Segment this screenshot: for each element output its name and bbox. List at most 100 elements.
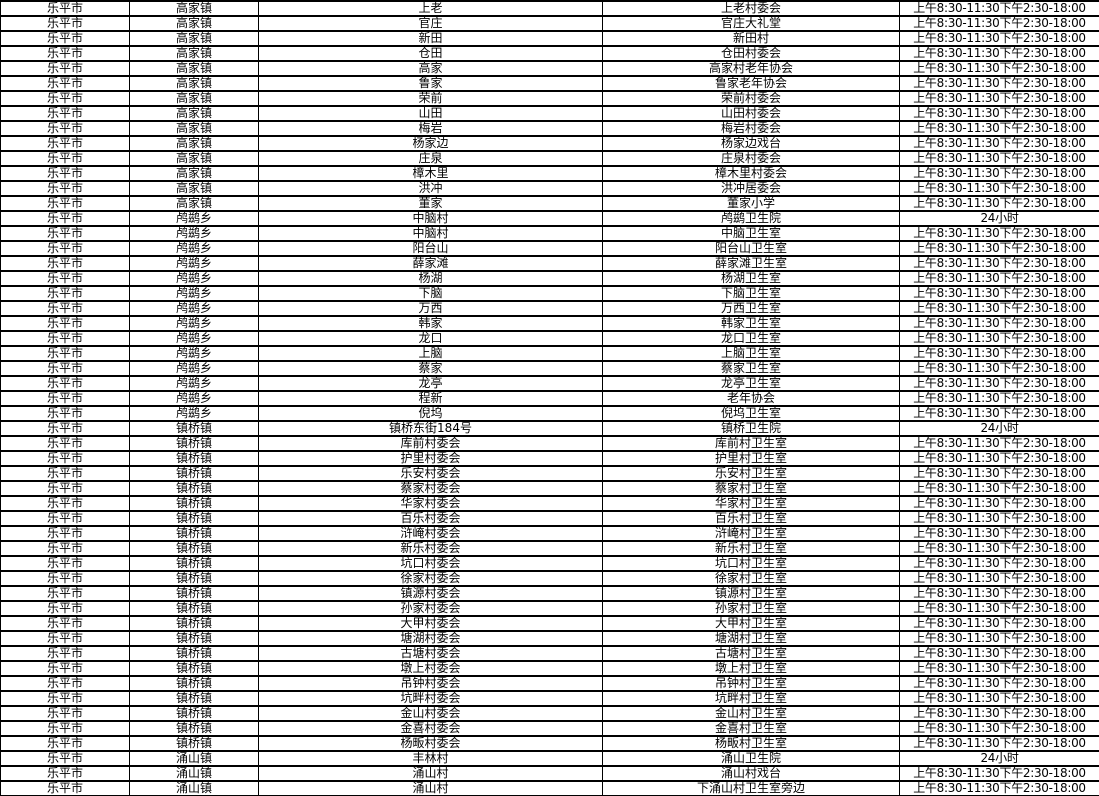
cell-town: 鸬鹚乡 bbox=[129, 285, 259, 302]
cell-location: 乐安村卫生室 bbox=[602, 465, 900, 482]
cell-location: 高家村老年协会 bbox=[602, 60, 900, 77]
cell-town: 鸬鹚乡 bbox=[129, 390, 259, 407]
cell-city: 乐平市 bbox=[0, 690, 130, 707]
cell-location: 墩上村卫生室 bbox=[602, 660, 900, 677]
cell-village: 上老 bbox=[258, 0, 603, 17]
cell-location: 孙家村卫生室 bbox=[602, 600, 900, 617]
cell-city: 乐平市 bbox=[0, 765, 130, 782]
cell-city: 乐平市 bbox=[0, 45, 130, 62]
cell-city: 乐平市 bbox=[0, 135, 130, 152]
cell-hours: 上午8:30-11:30下午2:30-18:00 bbox=[899, 225, 1099, 242]
cell-village: 樟木里 bbox=[258, 165, 603, 182]
cell-town: 镇桥镇 bbox=[129, 735, 259, 752]
cell-village: 倪坞 bbox=[258, 405, 603, 422]
cell-city: 乐平市 bbox=[0, 300, 130, 317]
cell-village: 护里村委会 bbox=[258, 450, 603, 467]
cell-village: 徐家村委会 bbox=[258, 570, 603, 587]
table-row: 乐平市 涌山镇 涌山村 涌山村戏台 上午8:30-11:30下午2:30-18:… bbox=[0, 765, 1099, 782]
cell-location: 蔡家村卫生室 bbox=[602, 480, 900, 497]
table-row: 乐平市 高家镇 仓田 仓田村委会 上午8:30-11:30下午2:30-18:0… bbox=[0, 45, 1099, 62]
cell-location: 塘湖村卫生室 bbox=[602, 630, 900, 647]
cell-city: 乐平市 bbox=[0, 525, 130, 542]
cell-city: 乐平市 bbox=[0, 750, 130, 767]
cell-village: 金喜村委会 bbox=[258, 720, 603, 737]
cell-city: 乐平市 bbox=[0, 315, 130, 332]
cell-village: 坑口村委会 bbox=[258, 555, 603, 572]
cell-city: 乐平市 bbox=[0, 600, 130, 617]
table-row: 乐平市 鸬鹚乡 龙口 龙口卫生室 上午8:30-11:30下午2:30-18:0… bbox=[0, 330, 1099, 347]
cell-city: 乐平市 bbox=[0, 30, 130, 47]
cell-town: 高家镇 bbox=[129, 165, 259, 182]
cell-location: 金山村卫生室 bbox=[602, 705, 900, 722]
cell-location: 官庄大礼堂 bbox=[602, 15, 900, 32]
cell-city: 乐平市 bbox=[0, 345, 130, 362]
cell-location: 荣前村委会 bbox=[602, 90, 900, 107]
cell-location: 鸬鹚卫生院 bbox=[602, 210, 900, 227]
cell-village: 荣前 bbox=[258, 90, 603, 107]
table-row: 乐平市 镇桥镇 百乐村委会 百乐村卫生室 上午8:30-11:30下午2:30-… bbox=[0, 510, 1099, 527]
cell-village: 董家 bbox=[258, 195, 603, 212]
cell-city: 乐平市 bbox=[0, 405, 130, 422]
table-row: 乐平市 鸬鹚乡 程新 老年协会 上午8:30-11:30下午2:30-18:00 bbox=[0, 390, 1099, 407]
cell-location: 涌山村戏台 bbox=[602, 765, 900, 782]
table-row: 乐平市 镇桥镇 塘湖村委会 塘湖村卫生室 上午8:30-11:30下午2:30-… bbox=[0, 630, 1099, 647]
cell-location: 上老村委会 bbox=[602, 0, 900, 17]
cell-town: 鸬鹚乡 bbox=[129, 315, 259, 332]
table-row: 乐平市 高家镇 官庄 官庄大礼堂 上午8:30-11:30下午2:30-18:0… bbox=[0, 15, 1099, 32]
table-row: 乐平市 鸬鹚乡 万西 万西卫生室 上午8:30-11:30下午2:30-18:0… bbox=[0, 300, 1099, 317]
cell-village: 韩家 bbox=[258, 315, 603, 332]
cell-hours: 上午8:30-11:30下午2:30-18:00 bbox=[899, 525, 1099, 542]
cell-hours: 上午8:30-11:30下午2:30-18:00 bbox=[899, 30, 1099, 47]
cell-location: 百乐村卫生室 bbox=[602, 510, 900, 527]
table-row: 乐平市 镇桥镇 古塘村委会 古塘村卫生室 上午8:30-11:30下午2:30-… bbox=[0, 645, 1099, 662]
cell-town: 鸬鹚乡 bbox=[129, 300, 259, 317]
table-row: 乐平市 高家镇 樟木里 樟木里村委会 上午8:30-11:30下午2:30-18… bbox=[0, 165, 1099, 182]
cell-location: 樟木里村委会 bbox=[602, 165, 900, 182]
cell-hours: 上午8:30-11:30下午2:30-18:00 bbox=[899, 60, 1099, 77]
cell-town: 涌山镇 bbox=[129, 780, 259, 796]
cell-city: 乐平市 bbox=[0, 330, 130, 347]
cell-village: 百乐村委会 bbox=[258, 510, 603, 527]
table-row: 乐平市 镇桥镇 蔡家村委会 蔡家村卫生室 上午8:30-11:30下午2:30-… bbox=[0, 480, 1099, 497]
cell-village: 孙家村委会 bbox=[258, 600, 603, 617]
cell-location: 蔡家卫生室 bbox=[602, 360, 900, 377]
cell-hours: 上午8:30-11:30下午2:30-18:00 bbox=[899, 15, 1099, 32]
cell-city: 乐平市 bbox=[0, 60, 130, 77]
cell-village: 蔡家 bbox=[258, 360, 603, 377]
cell-hours: 上午8:30-11:30下午2:30-18:00 bbox=[899, 630, 1099, 647]
cell-village: 蔡家村委会 bbox=[258, 480, 603, 497]
cell-town: 镇桥镇 bbox=[129, 420, 259, 437]
cell-village: 仓田 bbox=[258, 45, 603, 62]
cell-hours: 24小时 bbox=[899, 210, 1099, 227]
cell-location: 倪坞卫生室 bbox=[602, 405, 900, 422]
cell-hours: 上午8:30-11:30下午2:30-18:00 bbox=[899, 465, 1099, 482]
cell-village: 涌山村 bbox=[258, 780, 603, 796]
cell-village: 龙口 bbox=[258, 330, 603, 347]
cell-town: 鸬鹚乡 bbox=[129, 345, 259, 362]
table-row: 乐平市 鸬鹚乡 蔡家 蔡家卫生室 上午8:30-11:30下午2:30-18:0… bbox=[0, 360, 1099, 377]
cell-village: 杨湖 bbox=[258, 270, 603, 287]
cell-location: 新乐村卫生室 bbox=[602, 540, 900, 557]
cell-town: 高家镇 bbox=[129, 135, 259, 152]
cell-hours: 上午8:30-11:30下午2:30-18:00 bbox=[899, 135, 1099, 152]
cell-village: 丰林村 bbox=[258, 750, 603, 767]
cell-location: 下脑卫生室 bbox=[602, 285, 900, 302]
cell-city: 乐平市 bbox=[0, 435, 130, 452]
cell-town: 涌山镇 bbox=[129, 750, 259, 767]
cell-hours: 上午8:30-11:30下午2:30-18:00 bbox=[899, 0, 1099, 17]
cell-location: 华家村卫生室 bbox=[602, 495, 900, 512]
cell-village: 吊钟村委会 bbox=[258, 675, 603, 692]
table-row: 乐平市 镇桥镇 孙家村委会 孙家村卫生室 上午8:30-11:30下午2:30-… bbox=[0, 600, 1099, 617]
cell-town: 鸬鹚乡 bbox=[129, 405, 259, 422]
table-row: 乐平市 鸬鹚乡 中脑村 中脑卫生室 上午8:30-11:30下午2:30-18:… bbox=[0, 225, 1099, 242]
cell-hours: 上午8:30-11:30下午2:30-18:00 bbox=[899, 75, 1099, 92]
cell-hours: 24小时 bbox=[899, 750, 1099, 767]
table-row: 乐平市 镇桥镇 吊钟村委会 吊钟村卫生室 上午8:30-11:30下午2:30-… bbox=[0, 675, 1099, 692]
cell-village: 新乐村委会 bbox=[258, 540, 603, 557]
cell-village: 程新 bbox=[258, 390, 603, 407]
cell-city: 乐平市 bbox=[0, 720, 130, 737]
table-row: 乐平市 鸬鹚乡 中脑村 鸬鹚卫生院 24小时 bbox=[0, 210, 1099, 227]
cell-city: 乐平市 bbox=[0, 420, 130, 437]
